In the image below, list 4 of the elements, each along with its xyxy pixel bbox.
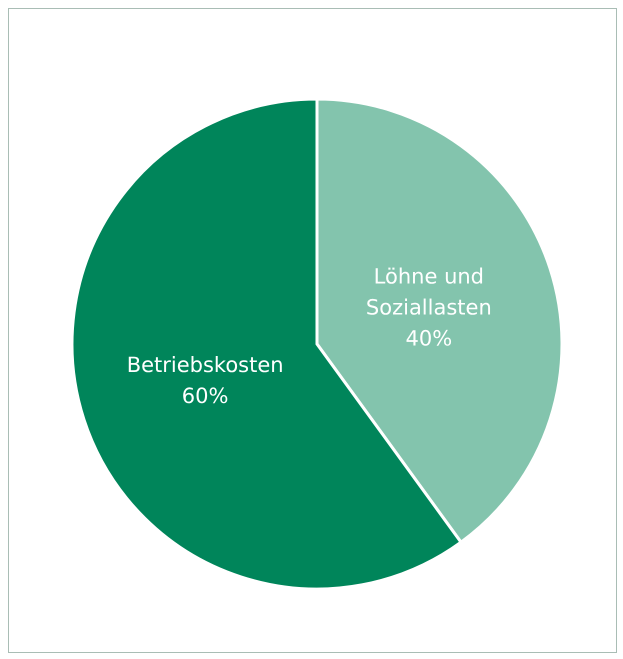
slice-label: Betriebskosten	[126, 352, 284, 377]
data-label: 60%	[182, 384, 228, 408]
data-label: 40%	[406, 326, 452, 351]
slice-label: Löhne und Soziallasten	[366, 264, 492, 320]
